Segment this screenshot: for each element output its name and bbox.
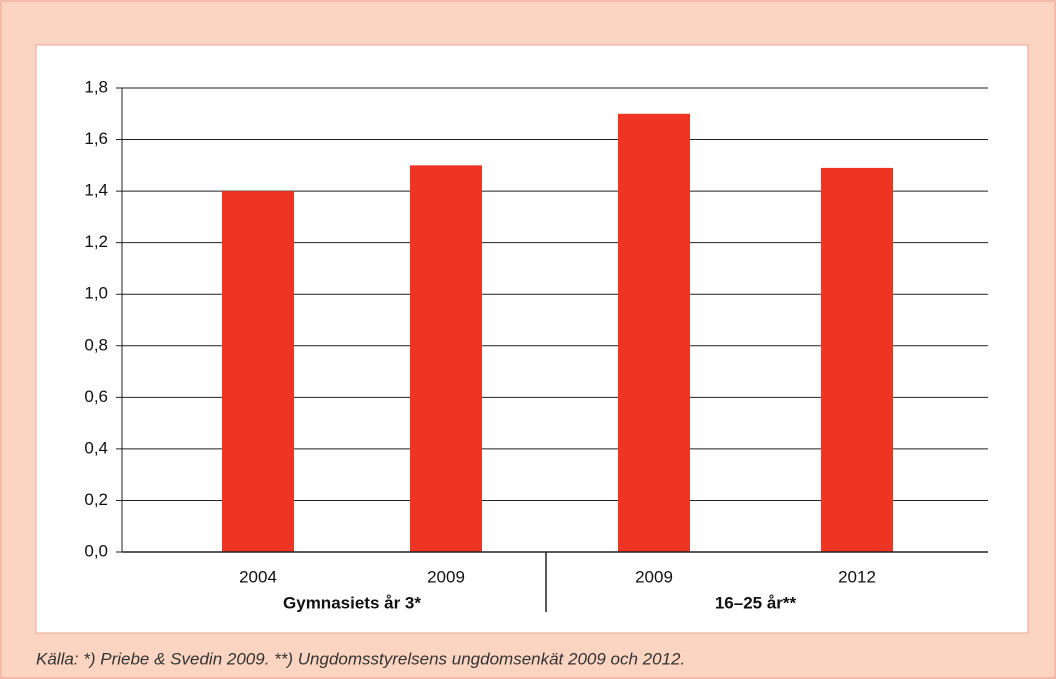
group-label: Gymnasiets år 3* — [283, 593, 421, 612]
y-tick-label: 1,2 — [84, 232, 108, 251]
y-tick-label: 1,8 — [84, 77, 108, 96]
y-tick-label: 1,6 — [84, 129, 108, 148]
y-tick-label: 1,0 — [84, 284, 108, 303]
group-label: 16–25 år** — [715, 593, 797, 612]
source-note: Källa: *) Priebe & Svedin 2009. **) Ungd… — [36, 649, 685, 668]
y-tick-label: 0,8 — [84, 335, 108, 354]
y-tick-label: 0,0 — [84, 541, 108, 560]
bar — [821, 167, 893, 552]
y-tick-label: 1,4 — [84, 181, 108, 200]
y-tick-label: 0,2 — [84, 490, 108, 509]
x-tick-label: 2009 — [635, 567, 673, 586]
bar — [618, 113, 690, 553]
bar — [410, 165, 482, 553]
x-tick-label: 2012 — [838, 567, 876, 586]
x-tick-label: 2004 — [239, 567, 277, 586]
bar — [222, 191, 294, 552]
y-tick-label: 0,4 — [84, 438, 108, 457]
y-tick-label: 0,6 — [84, 387, 108, 406]
x-tick-label: 2009 — [427, 567, 465, 586]
